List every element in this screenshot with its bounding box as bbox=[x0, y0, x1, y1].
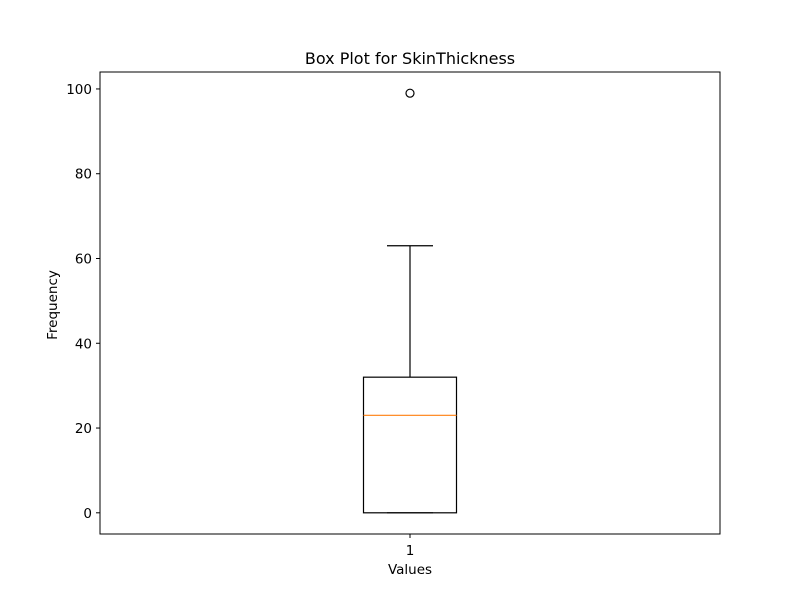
y-tick-label: 100 bbox=[66, 82, 92, 98]
box-iqr bbox=[362, 376, 458, 514]
y-tick-label: 80 bbox=[75, 167, 92, 183]
x-axis-label: Values bbox=[388, 562, 432, 578]
outlier-point bbox=[405, 88, 415, 98]
chart-title: Box Plot for SkinThickness bbox=[305, 49, 515, 68]
y-tick-label: 60 bbox=[75, 251, 92, 267]
y-tick-label: 0 bbox=[83, 506, 92, 522]
x-tick-label: 1 bbox=[406, 543, 415, 559]
y-axis-ticks: 0 20 40 60 80 100 bbox=[66, 82, 100, 522]
plot-area-frame bbox=[99, 71, 721, 535]
x-axis-ticks: 1 bbox=[406, 534, 415, 559]
y-tick-label: 20 bbox=[75, 421, 92, 437]
y-axis-label: Frequency bbox=[45, 270, 61, 340]
y-tick-label: 40 bbox=[75, 336, 92, 352]
box-series bbox=[362, 88, 458, 514]
